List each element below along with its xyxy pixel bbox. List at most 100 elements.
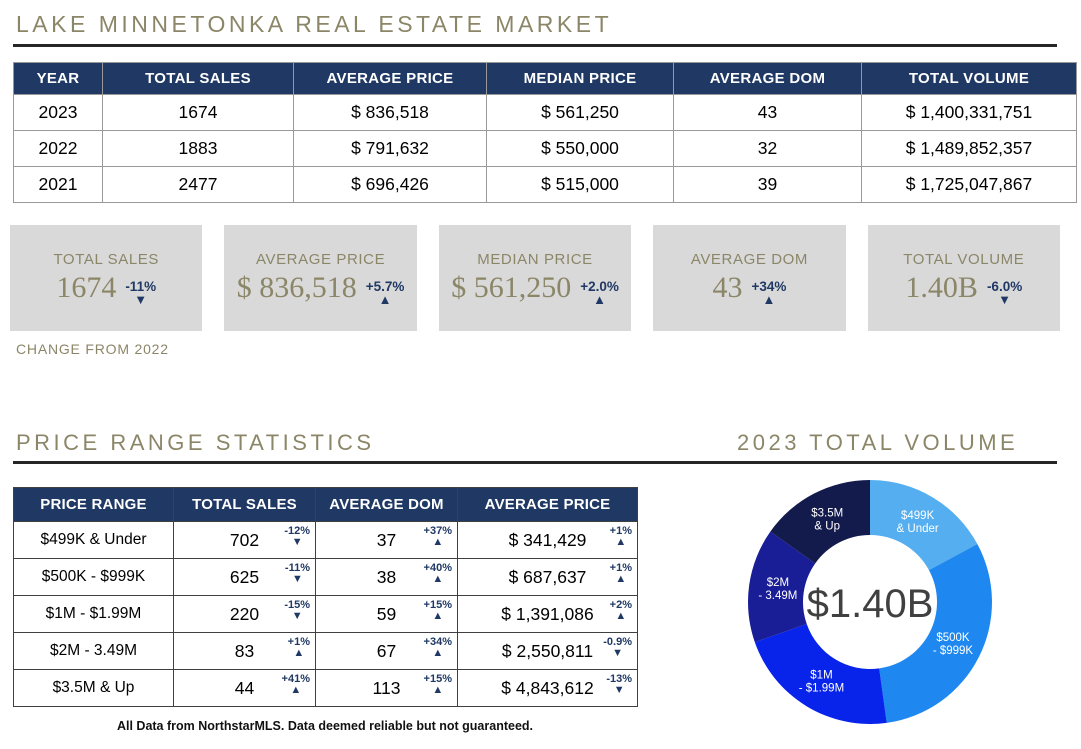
- col-header-price-range: PRICE RANGE: [13, 487, 174, 522]
- average-dom-cell: 59 +15% ▲: [315, 595, 458, 633]
- donut-segment-label: $2M - 3.49M: [758, 577, 797, 602]
- col-header-total-sales: TOTAL SALES: [102, 62, 294, 95]
- change-indicator: +1% ▲: [609, 525, 632, 548]
- price-row-1m-1.99m: $1M - $1.99M 220 -15% ▼ 59 +15% ▲ $ 1,391,08…: [13, 595, 638, 633]
- change-indicator: -15% ▼: [284, 599, 310, 622]
- average-price-cell: $ 696,426: [293, 166, 487, 203]
- change-indicator: +37% ▲: [423, 525, 452, 548]
- change-percent: +34%: [751, 278, 787, 294]
- average-price-cell: $ 2,550,811 -0.9% ▼: [457, 632, 638, 670]
- total-sales-cell: 1674: [102, 94, 294, 131]
- change-percent: +5.7%: [365, 278, 405, 294]
- total-volume-chart-title: 2023 TOTAL VOLUME: [737, 430, 1019, 455]
- price-range-section-title: PRICE RANGE STATISTICS: [16, 430, 375, 455]
- price-range-cell: $500K - $999K: [13, 558, 174, 596]
- change-indicator: +2.0% ▲: [580, 279, 619, 307]
- card-label: AVERAGE PRICE: [255, 250, 386, 268]
- page-title: LAKE MINNETONKA REAL ESTATE MARKET: [16, 11, 613, 37]
- data-source-note: All Data from NorthstarMLS. Data deemed …: [116, 719, 534, 733]
- up-arrow-icon: ▲: [432, 610, 444, 622]
- col-header-total-volume: TOTAL VOLUME: [861, 62, 1077, 95]
- price-row-500k-999k: $500K - $999K 625 -11% ▼ 38 +40% ▲ $ 687,637…: [13, 558, 638, 596]
- up-arrow-icon: ▲: [432, 684, 444, 696]
- down-arrow-icon: ▼: [292, 573, 303, 585]
- change-indicator: +41% ▲: [281, 673, 310, 696]
- average-dom-cell: 39: [673, 166, 862, 203]
- price-range-cell: $499K & Under: [13, 521, 174, 559]
- up-arrow-icon: ▲: [615, 610, 627, 622]
- up-arrow-icon: ▲: [293, 647, 305, 659]
- change-indicator: +15% ▲: [423, 673, 452, 696]
- change-percent: -11%: [125, 278, 157, 294]
- card-total-volume: TOTAL VOLUME 1.40B -6.0% ▼: [867, 225, 1061, 331]
- change-indicator: +15% ▲: [423, 599, 452, 622]
- change-from-note: CHANGE FROM 2022: [16, 341, 169, 357]
- total-sales-cell: 625 -11% ▼: [173, 558, 316, 596]
- price-row-2m-3.49m: $2M - 3.49M 83 +1% ▲ 67 +34% ▲ $ 2,550,811 -0…: [13, 632, 638, 670]
- total-sales-cell: 2477: [102, 166, 294, 203]
- col-header-year: YEAR: [13, 62, 103, 95]
- total-volume-donut-chart: $499K & Under $500K - $999K $1M - $1.99M $2M - …: [745, 477, 995, 727]
- change-indicator: -0.9% ▼: [603, 636, 632, 659]
- donut-segment-5: [770, 480, 870, 564]
- year-cell: 2021: [13, 166, 103, 203]
- average-dom-cell: 32: [673, 130, 862, 167]
- down-arrow-icon: ▼: [613, 684, 625, 696]
- up-arrow-icon: ▲: [432, 536, 444, 548]
- donut-segment-2: [879, 544, 992, 723]
- change-indicator: +40% ▲: [423, 562, 452, 585]
- up-arrow-icon: ▲: [615, 536, 627, 548]
- table-row-2022: 2022 1883 $ 791,632 $ 550,000 32 $ 1,489…: [13, 130, 1077, 167]
- total-volume-cell: $ 1,489,852,357: [861, 130, 1077, 167]
- average-price-cell: $ 687,637 +1% ▲: [457, 558, 638, 596]
- yearly-stats-table: YEAR TOTAL SALES AVERAGE PRICE MEDIAN PR…: [13, 62, 1077, 203]
- up-arrow-icon: ▲: [290, 684, 302, 696]
- donut-segment-3: [754, 624, 887, 724]
- up-arrow-icon: ▲: [593, 291, 606, 307]
- donut-segment-label: $499K & Under: [897, 510, 939, 535]
- up-arrow-icon: ▲: [432, 647, 444, 659]
- total-volume-cell: $ 1,400,331,751: [861, 94, 1077, 131]
- median-price-cell: $ 550,000: [486, 130, 674, 167]
- up-arrow-icon: ▲: [762, 291, 776, 307]
- col-header-median-price: MEDIAN PRICE: [486, 62, 674, 95]
- table-row-2023: 2023 1674 $ 836,518 $ 561,250 43 $ 1,400…: [13, 94, 1077, 131]
- change-indicator: -13% ▼: [606, 673, 632, 696]
- card-value: 43: [712, 270, 743, 304]
- price-range-table: PRICE RANGE TOTAL SALES AVERAGE DOM AVER…: [13, 487, 638, 707]
- change-indicator: +1% ▲: [609, 562, 632, 585]
- average-price-cell: $ 4,843,612 -13% ▼: [457, 669, 638, 707]
- down-arrow-icon: ▼: [998, 291, 1012, 307]
- col-header-average-price: AVERAGE PRICE: [457, 487, 638, 522]
- yearly-table-header-row: YEAR TOTAL SALES AVERAGE PRICE MEDIAN PR…: [13, 62, 1077, 95]
- card-average-price: AVERAGE PRICE $ 836,518 +5.7% ▲: [224, 225, 417, 331]
- donut-center-value: $1.40B: [807, 582, 934, 626]
- card-value: 1674: [56, 270, 117, 304]
- donut-segment-1: [870, 480, 978, 571]
- down-arrow-icon: ▼: [134, 291, 148, 307]
- change-indicator: +5.7% ▲: [365, 278, 405, 307]
- average-dom-cell: 67 +34% ▲: [315, 632, 458, 670]
- average-dom-cell: 38 +40% ▲: [315, 558, 458, 596]
- card-label: TOTAL SALES: [53, 250, 159, 268]
- donut-segment-4: [748, 531, 816, 643]
- section-divider: [13, 461, 1057, 464]
- donut-segment-label: $1M - $1.99M: [799, 669, 844, 694]
- change-indicator: -11% ▼: [284, 562, 310, 585]
- total-sales-cell: 1883: [102, 130, 294, 167]
- average-dom-cell: 37 +37% ▲: [315, 521, 458, 559]
- average-dom-cell: 43: [673, 94, 862, 131]
- title-divider: [13, 44, 1057, 47]
- summary-cards: TOTAL SALES 1674 -11% ▼ AVERAGE PRICE $ …: [10, 225, 1061, 331]
- donut-segment-label: $500K - $999K: [933, 632, 974, 657]
- col-header-total-sales: TOTAL SALES: [173, 487, 316, 522]
- average-price-cell: $ 341,429 +1% ▲: [457, 521, 638, 559]
- year-cell: 2022: [13, 130, 103, 167]
- average-price-cell: $ 791,632: [293, 130, 487, 167]
- up-arrow-icon: ▲: [378, 291, 392, 307]
- change-indicator: +1% ▲: [287, 636, 310, 659]
- average-price-cell: $ 1,391,086 +2% ▲: [457, 595, 638, 633]
- card-value: $ 836,518: [236, 270, 357, 304]
- total-sales-cell: 44 +41% ▲: [173, 669, 316, 707]
- price-range-cell: $3.5M & Up: [13, 669, 174, 707]
